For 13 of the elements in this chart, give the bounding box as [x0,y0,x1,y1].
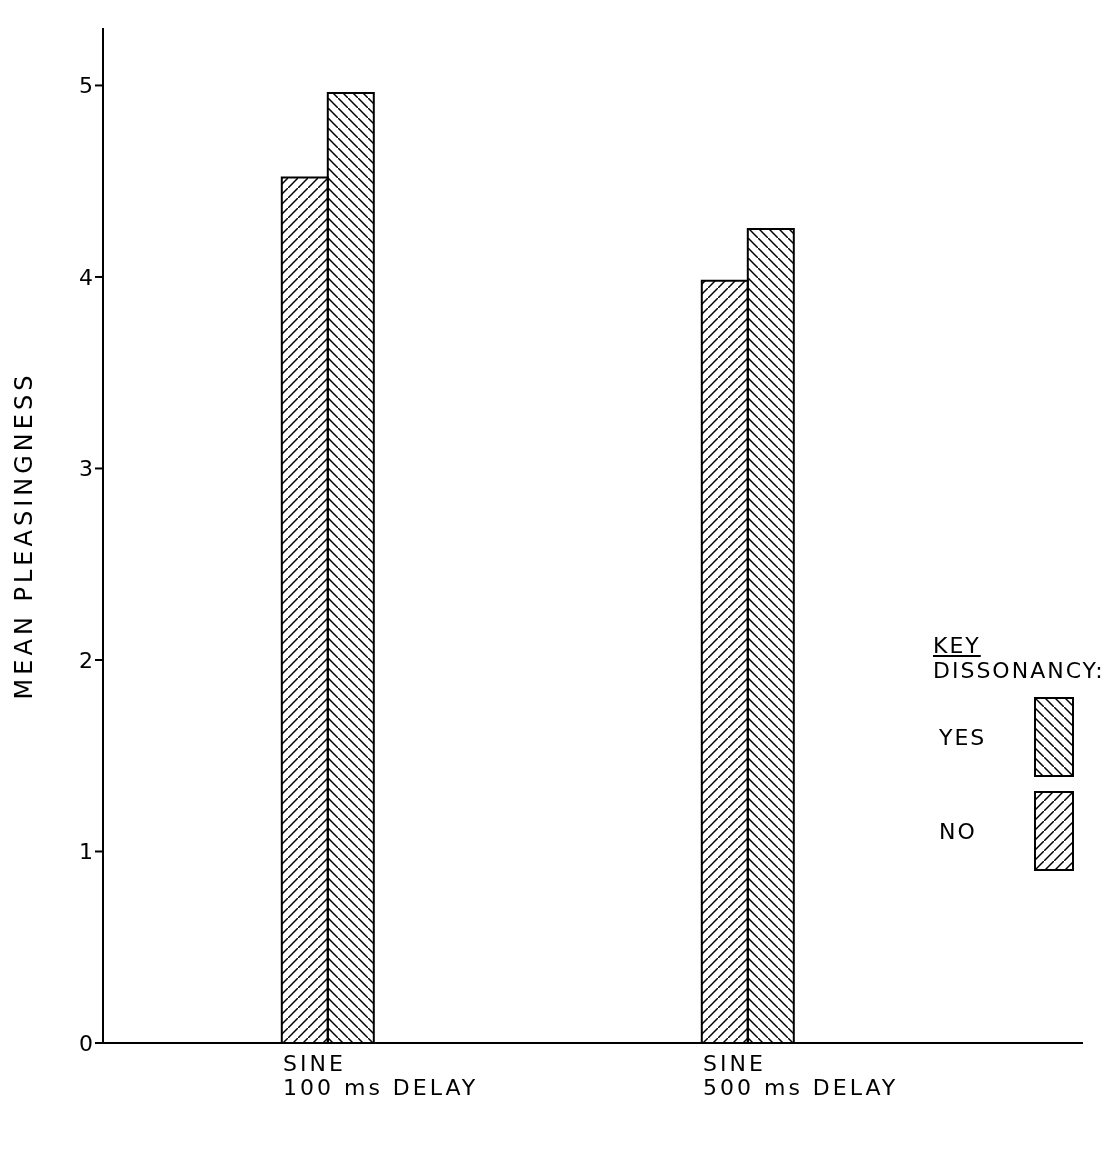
y-tick-label: 1 [79,839,93,865]
y-tick-label: 0 [79,1030,93,1056]
x-tick-label: SINE 100 ms DELAY [283,1051,479,1100]
x-tick-label: SINE 500 ms DELAY [703,1051,899,1100]
legend-title: DISSONANCY: [933,658,1105,683]
text: NO [938,818,978,844]
y-tick-label: 3 [79,456,93,482]
y-axis-title: MEAN PLEASINGNESS [9,371,38,700]
y-tick-label: 2 [79,647,93,673]
text: YES [938,724,988,750]
y-tick-label: 4 [79,264,93,290]
annotation: KEY [933,633,982,658]
y-tick-label: 5 [79,73,93,99]
